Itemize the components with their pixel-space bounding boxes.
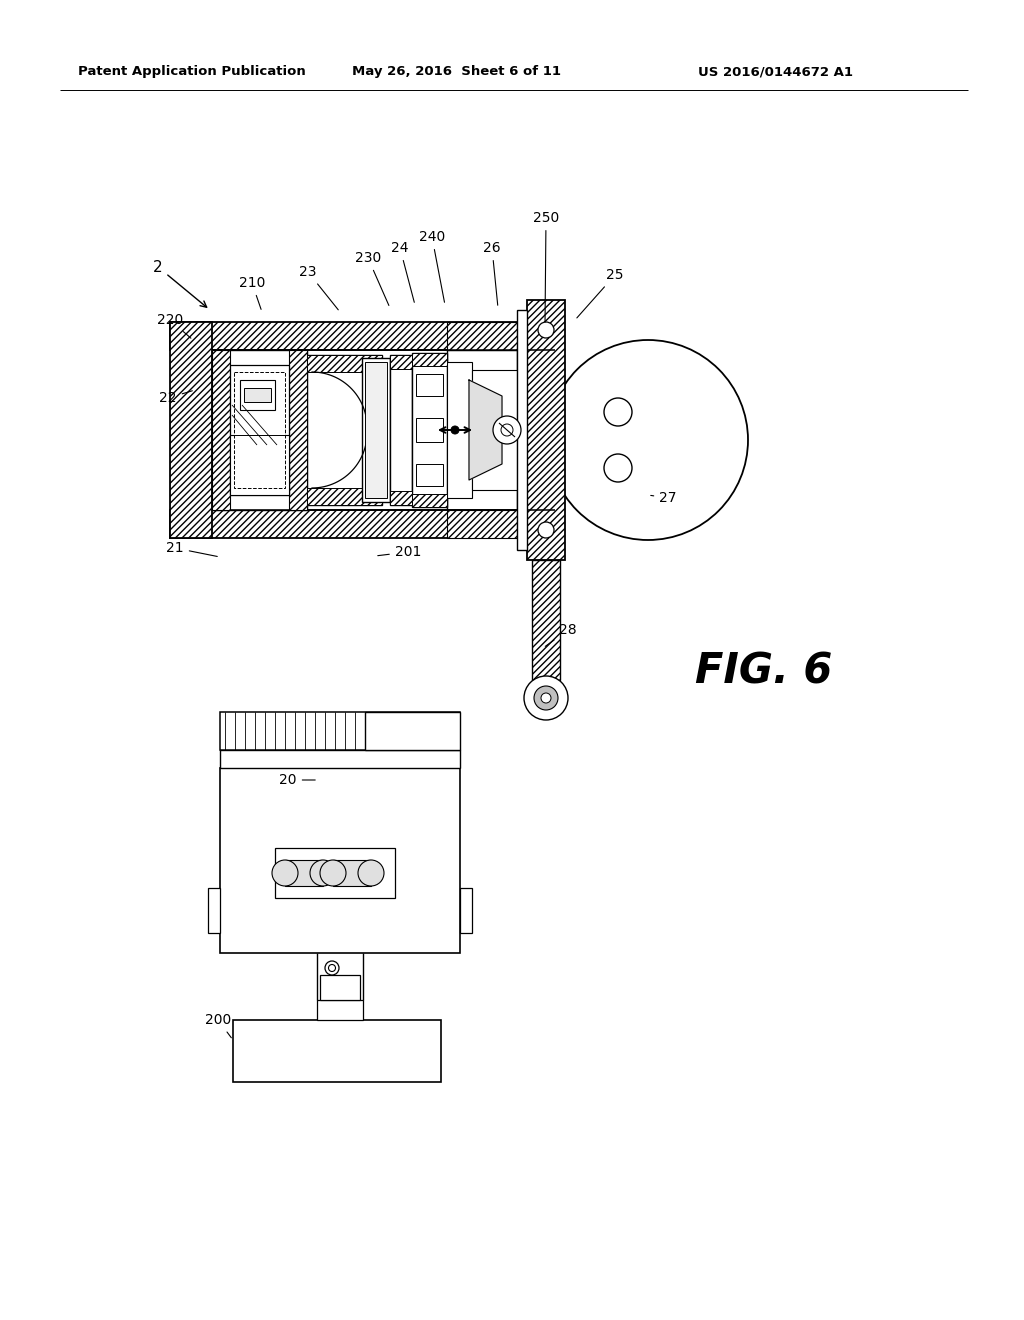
- Circle shape: [548, 341, 748, 540]
- Text: Patent Application Publication: Patent Application Publication: [78, 66, 306, 78]
- Text: 210: 210: [239, 276, 265, 309]
- Bar: [307, 355, 382, 506]
- Bar: [365, 362, 387, 498]
- Circle shape: [538, 322, 554, 338]
- Circle shape: [534, 686, 558, 710]
- Bar: [307, 488, 382, 506]
- Circle shape: [501, 424, 513, 436]
- Text: 2: 2: [154, 260, 207, 308]
- Bar: [170, 322, 555, 350]
- Text: 200: 200: [205, 1012, 231, 1038]
- Circle shape: [538, 521, 554, 539]
- Bar: [212, 350, 307, 510]
- Circle shape: [604, 399, 632, 426]
- Bar: [233, 1020, 441, 1082]
- Bar: [412, 494, 447, 507]
- Circle shape: [451, 426, 459, 434]
- Circle shape: [524, 676, 568, 719]
- Bar: [365, 711, 460, 750]
- Text: 201: 201: [378, 545, 421, 558]
- Circle shape: [325, 961, 339, 975]
- Bar: [412, 352, 447, 366]
- Bar: [244, 388, 271, 403]
- Bar: [390, 491, 412, 506]
- Bar: [460, 888, 472, 933]
- Bar: [447, 322, 517, 350]
- Bar: [170, 322, 212, 539]
- Bar: [234, 372, 285, 488]
- Bar: [416, 374, 443, 396]
- Bar: [472, 370, 517, 490]
- Bar: [220, 768, 460, 953]
- Polygon shape: [469, 380, 502, 480]
- Text: 220: 220: [157, 313, 190, 338]
- Bar: [307, 355, 382, 372]
- Bar: [275, 847, 395, 898]
- Circle shape: [604, 454, 632, 482]
- Bar: [412, 352, 447, 507]
- Text: 21: 21: [166, 541, 217, 557]
- Bar: [390, 355, 412, 506]
- Text: 240: 240: [419, 230, 445, 302]
- Bar: [240, 380, 275, 411]
- Bar: [447, 510, 517, 539]
- Bar: [527, 300, 565, 560]
- Bar: [317, 953, 362, 1001]
- Bar: [170, 510, 555, 539]
- Text: FIG. 6: FIG. 6: [695, 651, 833, 693]
- Text: 22: 22: [160, 391, 193, 405]
- Text: 250: 250: [532, 211, 559, 322]
- Bar: [230, 436, 289, 495]
- Text: 230: 230: [355, 251, 389, 305]
- Bar: [416, 465, 443, 486]
- Text: US 2016/0144672 A1: US 2016/0144672 A1: [698, 66, 853, 78]
- Bar: [220, 750, 460, 768]
- Circle shape: [329, 965, 336, 972]
- Bar: [447, 350, 517, 510]
- Text: 28: 28: [545, 623, 577, 647]
- Bar: [289, 350, 307, 510]
- Circle shape: [358, 861, 384, 886]
- Bar: [208, 888, 220, 933]
- Text: 24: 24: [391, 242, 415, 302]
- Bar: [285, 861, 323, 886]
- Bar: [532, 560, 560, 680]
- Text: May 26, 2016  Sheet 6 of 11: May 26, 2016 Sheet 6 of 11: [352, 66, 561, 78]
- Bar: [390, 355, 412, 370]
- Text: 26: 26: [483, 242, 501, 305]
- Bar: [362, 358, 390, 502]
- Bar: [317, 1001, 362, 1020]
- Text: 23: 23: [299, 265, 338, 310]
- Bar: [319, 975, 360, 1001]
- Text: 25: 25: [577, 268, 624, 318]
- Bar: [212, 350, 555, 510]
- Circle shape: [493, 416, 521, 444]
- Text: 20: 20: [280, 774, 315, 787]
- Text: 27: 27: [650, 491, 677, 506]
- Bar: [333, 861, 371, 886]
- Circle shape: [319, 861, 346, 886]
- Bar: [416, 418, 443, 442]
- Bar: [220, 711, 460, 750]
- Bar: [517, 310, 527, 550]
- Bar: [230, 366, 289, 495]
- Bar: [212, 350, 230, 510]
- Circle shape: [272, 861, 298, 886]
- Bar: [447, 362, 472, 498]
- Circle shape: [541, 693, 551, 704]
- Circle shape: [310, 861, 336, 886]
